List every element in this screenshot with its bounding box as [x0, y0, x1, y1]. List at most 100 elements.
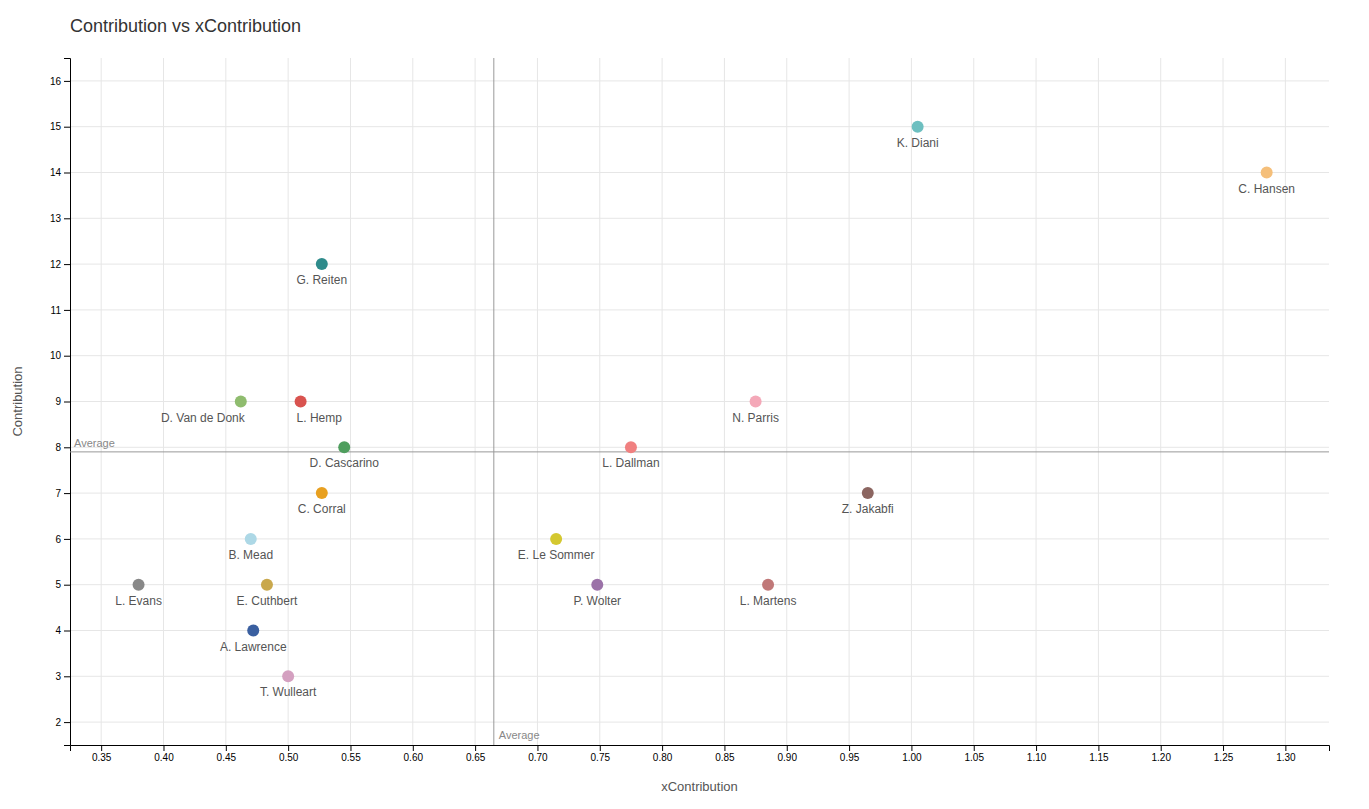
tick: 12 [50, 259, 70, 270]
tick-mark [64, 264, 70, 265]
point-label: D. Van de Donk [161, 411, 246, 425]
tick-mark [849, 745, 850, 751]
point-label: E. Le Sommer [518, 548, 595, 562]
point [625, 441, 637, 453]
tick-mark [350, 745, 351, 751]
tick-mark [64, 493, 70, 494]
tick-label: 15 [50, 121, 62, 132]
point-label: N. Parris [732, 411, 779, 425]
tick-mark [1161, 745, 1162, 751]
point [247, 625, 259, 637]
tick-mark [1036, 745, 1037, 751]
tick: 1.00 [902, 745, 922, 763]
tick: 0.75 [591, 745, 611, 763]
tick-mark [64, 585, 70, 586]
grid-line [70, 309, 1329, 310]
tick-label: 1.15 [1089, 752, 1109, 763]
tick-mark [163, 745, 164, 751]
tick-mark [288, 745, 289, 751]
tick-label: 6 [55, 534, 61, 545]
tick: 0.55 [341, 745, 361, 763]
tick-label: 16 [50, 76, 62, 87]
tick-mark [64, 402, 70, 403]
point [282, 670, 294, 682]
tick: 10 [50, 350, 70, 361]
y-axis: 2345678910111213141516 [50, 59, 71, 746]
grid-line [70, 493, 1329, 494]
point-label: L. Martens [740, 594, 797, 608]
tick: 0.50 [279, 745, 299, 763]
tick-label: 2 [55, 717, 61, 728]
tick-mark [64, 447, 70, 448]
tick-mark [64, 676, 70, 677]
point [862, 487, 874, 499]
tick: 2 [55, 717, 70, 728]
point [235, 396, 247, 408]
texts: K. DianiC. HansenG. ReitenD. Van de Donk… [74, 136, 1295, 741]
tick-label: 1.30 [1276, 752, 1296, 763]
tick: 0.70 [528, 745, 548, 763]
tick-mark [226, 745, 227, 751]
grid-line [70, 218, 1329, 219]
tick-label: 14 [50, 167, 62, 178]
chart: 0.350.400.450.500.550.600.650.700.750.80… [0, 0, 1369, 809]
tick: 11 [51, 305, 70, 316]
title: Contribution vs xContribution [70, 16, 301, 36]
average-label: Average [74, 437, 115, 449]
tick: 1.05 [965, 745, 985, 763]
tick-mark [64, 81, 70, 82]
marks [70, 58, 1329, 745]
tick-label: 9 [55, 396, 61, 407]
tick-label: 0.95 [840, 752, 860, 763]
y-axis-title: Contribution [10, 366, 25, 436]
tick-label: 0.85 [715, 752, 735, 763]
tick: 8 [55, 442, 70, 453]
axis-line [71, 746, 1330, 752]
grid-line [70, 80, 1329, 81]
tick: 6 [55, 534, 70, 545]
tick-label: 12 [50, 259, 62, 270]
tick-label: 8 [55, 442, 61, 453]
tick-mark [64, 173, 70, 174]
point [550, 533, 562, 545]
tick-label: 0.80 [653, 752, 673, 763]
tick-mark [64, 127, 70, 128]
tick: 0.35 [92, 745, 112, 763]
tick-label: 11 [51, 305, 62, 316]
average-line [493, 58, 494, 745]
point [1261, 167, 1273, 179]
point-label: G. Reiten [296, 273, 347, 287]
point-label: A. Lawrence [220, 640, 287, 654]
tick-label: 0.45 [217, 752, 237, 763]
tick-label: 0.50 [279, 752, 299, 763]
tick: 0.85 [715, 745, 735, 763]
tick-mark [64, 310, 70, 311]
point-label: L. Evans [115, 594, 162, 608]
tick: 5 [55, 579, 70, 590]
grid [70, 58, 1329, 745]
point [133, 579, 145, 591]
tick-mark [1285, 745, 1286, 751]
point-label: D. Cascarino [310, 456, 380, 470]
tick: 9 [55, 396, 70, 407]
point [295, 396, 307, 408]
tick-mark [974, 745, 975, 751]
tick-label: 1.25 [1214, 752, 1234, 763]
tick: 1.25 [1214, 745, 1234, 763]
tick-label: 0.65 [466, 752, 486, 763]
point-label: C. Hansen [1238, 182, 1295, 196]
grid-line [70, 722, 1329, 723]
axis-line [64, 59, 71, 746]
tick-mark [911, 745, 912, 751]
tick-label: 4 [55, 625, 61, 636]
point-label: Z. Jakabfi [842, 502, 894, 516]
plot: 0.350.400.450.500.550.600.650.700.750.80… [50, 58, 1330, 763]
tick: 3 [55, 671, 70, 682]
tick-mark [1098, 745, 1099, 751]
point-label: E. Cuthbert [237, 594, 298, 608]
tick-label: 3 [55, 671, 61, 682]
tick: 1.15 [1089, 745, 1109, 763]
point [245, 533, 257, 545]
tick-label: 0.40 [154, 752, 174, 763]
tick: 16 [50, 76, 70, 87]
